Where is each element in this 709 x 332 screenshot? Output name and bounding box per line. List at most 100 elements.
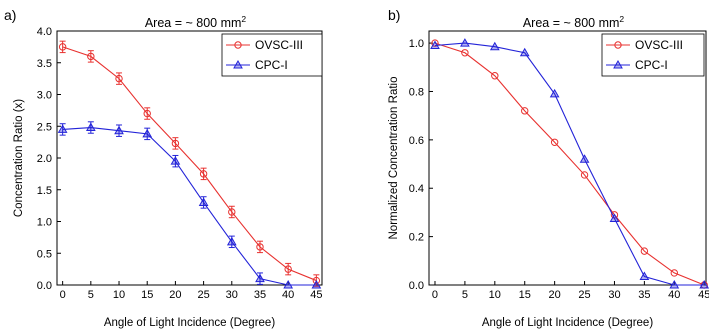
data-point bbox=[171, 139, 180, 148]
chart-title-main: Area = ~ 800 mm bbox=[523, 16, 620, 30]
x-tick-label: 35 bbox=[254, 289, 266, 301]
data-point bbox=[699, 279, 709, 289]
y-tick-label: 0.2 bbox=[409, 232, 424, 244]
data-point bbox=[519, 47, 530, 57]
plot-frame bbox=[428, 30, 707, 286]
data-point bbox=[311, 279, 322, 289]
data-point bbox=[85, 122, 96, 132]
data-point bbox=[284, 265, 292, 273]
series-line-cpc-i bbox=[62, 126, 317, 286]
legend-box bbox=[601, 33, 705, 77]
x-tick-label: 10 bbox=[113, 289, 125, 301]
data-point bbox=[670, 269, 678, 277]
legend-label: CPC-I bbox=[255, 58, 288, 72]
data-point bbox=[609, 213, 620, 222]
y-tick-label: 0.0 bbox=[409, 280, 424, 292]
data-point bbox=[460, 38, 470, 47]
y-axis-label: Normalized Concentration Ratio bbox=[388, 77, 400, 240]
data-point bbox=[142, 128, 153, 138]
data-point bbox=[226, 236, 237, 246]
y-tick-label: 2.0 bbox=[37, 153, 52, 165]
legend-label: OVSC-III bbox=[635, 38, 683, 52]
x-tick-label: 25 bbox=[578, 289, 590, 301]
x-axis-label: Angle of Light Incidence (Degree) bbox=[482, 317, 653, 329]
x-tick-label: 0 bbox=[432, 289, 438, 301]
data-point bbox=[431, 39, 439, 47]
x-tick-label: 30 bbox=[226, 289, 238, 301]
data-point bbox=[198, 197, 209, 206]
x-tick-label: 5 bbox=[88, 289, 94, 301]
legend-marker bbox=[233, 59, 243, 69]
y-tick-label: 2.5 bbox=[37, 121, 52, 133]
y-tick-label: 0.6 bbox=[409, 135, 424, 147]
data-point bbox=[170, 156, 181, 165]
y-tick-label: 1.0 bbox=[37, 217, 52, 229]
panel-label: b) bbox=[388, 7, 400, 23]
data-point bbox=[256, 243, 264, 251]
data-point bbox=[550, 138, 559, 146]
x-tick-label: 45 bbox=[698, 289, 709, 301]
data-point bbox=[489, 41, 500, 51]
series-line-ovsc-iii bbox=[62, 46, 317, 282]
data-point bbox=[640, 247, 649, 255]
data-point bbox=[228, 208, 236, 216]
data-point bbox=[491, 72, 499, 80]
y-tick-label: 1.0 bbox=[409, 38, 424, 50]
data-point bbox=[58, 43, 67, 51]
legend-box bbox=[221, 33, 323, 77]
y-tick-label: 0.4 bbox=[409, 183, 424, 195]
chart-title: Area = ~ 800 mm2 bbox=[145, 14, 247, 30]
data-point bbox=[580, 171, 589, 179]
chart-title: Area = ~ 800 mm2 bbox=[523, 14, 625, 30]
x-tick-label: 15 bbox=[519, 289, 531, 301]
x-tick-label: 40 bbox=[282, 289, 294, 301]
y-tick-label: 0.5 bbox=[37, 248, 52, 260]
y-tick-label: 1.5 bbox=[37, 185, 52, 197]
y-tick-label: 4.0 bbox=[37, 26, 52, 38]
data-point bbox=[114, 125, 124, 135]
data-point bbox=[521, 107, 529, 115]
data-point bbox=[87, 52, 95, 61]
chart-title-superscript: 2 bbox=[619, 14, 624, 24]
y-tick-label: 0.0 bbox=[37, 280, 52, 292]
chart-title-superscript: 2 bbox=[241, 14, 246, 24]
data-point bbox=[669, 279, 680, 289]
y-tick-label: 3.0 bbox=[37, 90, 52, 102]
x-tick-label: 20 bbox=[169, 289, 181, 301]
data-point bbox=[199, 170, 208, 178]
legend-label: CPC-I bbox=[635, 58, 668, 72]
legend-marker bbox=[613, 59, 623, 69]
x-tick-label: 40 bbox=[668, 289, 680, 301]
x-tick-label: 0 bbox=[60, 289, 66, 301]
legend-label: OVSC-III bbox=[255, 38, 303, 52]
series-line-ovsc-iii bbox=[434, 42, 705, 286]
data-point bbox=[57, 124, 68, 133]
series-line-cpc-i bbox=[434, 42, 705, 286]
data-point bbox=[461, 49, 469, 57]
legend-marker bbox=[614, 41, 622, 49]
x-tick-label: 35 bbox=[638, 289, 650, 301]
data-point bbox=[312, 276, 321, 285]
data-point bbox=[639, 271, 650, 281]
y-axis-label: Concentration Ratio (x) bbox=[13, 99, 25, 217]
x-axis-label: Angle of Light Incidence (Degree) bbox=[104, 317, 275, 329]
data-point bbox=[430, 40, 440, 50]
data-point bbox=[255, 273, 265, 283]
chart-title-main: Area = ~ 800 mm bbox=[145, 16, 242, 30]
x-tick-label: 25 bbox=[197, 289, 209, 301]
y-tick-label: 0.8 bbox=[409, 86, 424, 98]
x-tick-label: 30 bbox=[608, 289, 620, 301]
legend-marker bbox=[234, 41, 242, 49]
data-point bbox=[549, 88, 560, 98]
x-tick-label: 45 bbox=[310, 289, 322, 301]
x-tick-label: 10 bbox=[489, 289, 501, 301]
y-tick-label: 3.5 bbox=[37, 58, 52, 70]
x-tick-label: 15 bbox=[141, 289, 153, 301]
panel-label: a) bbox=[4, 7, 16, 23]
x-tick-label: 20 bbox=[549, 289, 561, 301]
data-point bbox=[115, 74, 123, 83]
x-tick-label: 5 bbox=[462, 289, 468, 301]
data-point bbox=[143, 109, 151, 118]
data-point bbox=[579, 154, 590, 163]
